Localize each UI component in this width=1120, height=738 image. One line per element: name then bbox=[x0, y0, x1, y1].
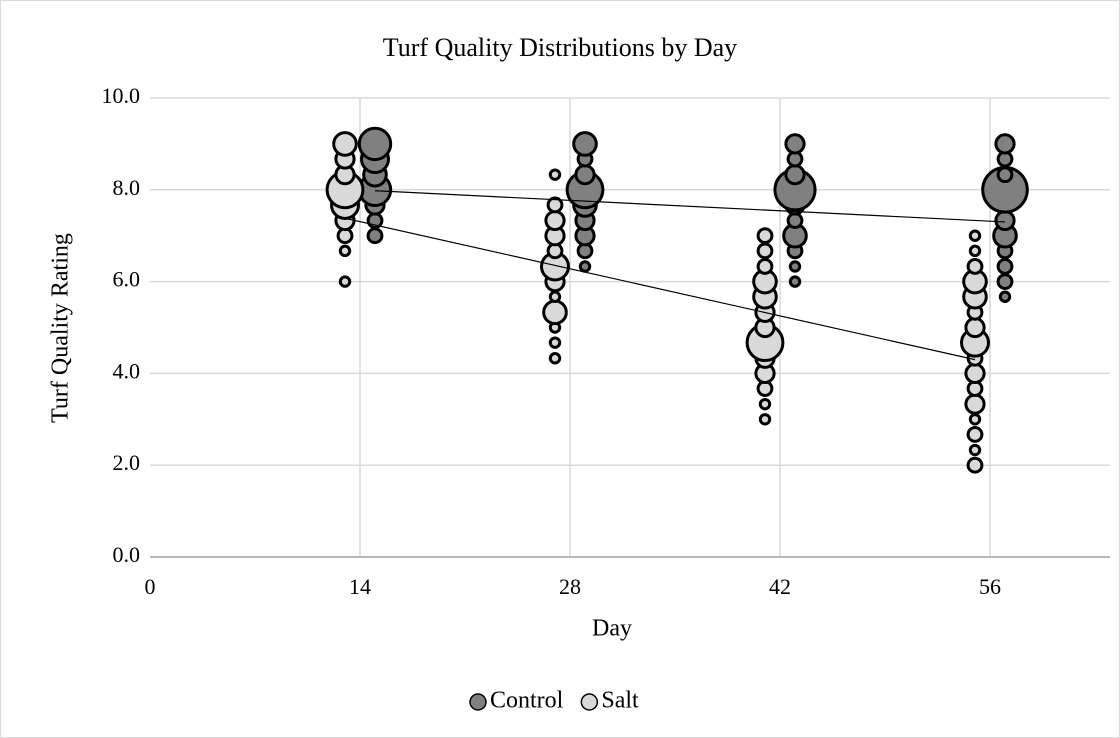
x-axis-title: Day bbox=[592, 616, 632, 642]
bubble bbox=[964, 362, 986, 384]
bubble bbox=[546, 196, 564, 214]
bubble bbox=[968, 443, 982, 457]
x-tick-label: 0 bbox=[145, 574, 156, 599]
bubble bbox=[966, 426, 984, 443]
bubble bbox=[756, 227, 774, 245]
y-tick-label: 8.0 bbox=[113, 175, 141, 200]
bubble bbox=[548, 290, 562, 303]
bubble bbox=[994, 133, 1016, 155]
x-tick-label: 28 bbox=[559, 574, 581, 599]
x-tick-label: 56 bbox=[979, 574, 1001, 599]
bubble bbox=[784, 133, 806, 155]
y-tick-label: 10.0 bbox=[102, 83, 141, 108]
chart-title: Turf Quality Distributions by Day bbox=[383, 33, 737, 62]
y-tick-label: 0.0 bbox=[113, 542, 141, 567]
bubble bbox=[338, 275, 352, 288]
bubble bbox=[998, 290, 1012, 303]
x-tick-label: 14 bbox=[349, 574, 371, 599]
legend-label: Salt bbox=[601, 688, 639, 714]
bubble bbox=[996, 166, 1014, 184]
bubble bbox=[788, 260, 802, 273]
bubble bbox=[542, 299, 568, 326]
y-tick-label: 6.0 bbox=[113, 267, 141, 292]
bubble bbox=[964, 393, 986, 415]
bubble bbox=[366, 227, 384, 245]
bubble bbox=[966, 456, 984, 474]
bubble bbox=[994, 209, 1016, 232]
bubble bbox=[338, 244, 352, 258]
y-tick-label: 4.0 bbox=[113, 358, 141, 383]
bubble bbox=[968, 229, 982, 242]
legend-label: Control bbox=[490, 688, 564, 714]
legend-marker bbox=[580, 693, 599, 711]
bubble bbox=[548, 336, 562, 349]
bubble bbox=[548, 168, 562, 181]
bubble bbox=[357, 126, 393, 162]
bubble bbox=[574, 164, 596, 186]
bubble bbox=[996, 258, 1014, 275]
legend-marker bbox=[469, 693, 487, 711]
y-tick-label: 2.0 bbox=[113, 450, 141, 475]
bubble bbox=[756, 242, 774, 260]
bubble bbox=[964, 316, 986, 339]
bubble bbox=[548, 352, 562, 365]
bubble bbox=[332, 131, 358, 157]
bubble bbox=[968, 244, 982, 258]
bubble bbox=[784, 164, 806, 186]
bubble bbox=[572, 131, 598, 157]
bubble bbox=[758, 413, 772, 426]
bubble bbox=[788, 275, 802, 288]
bubble bbox=[544, 209, 566, 232]
y-axis-title: Turf Quality Rating bbox=[48, 233, 74, 423]
bubble bbox=[756, 258, 774, 275]
bubble bbox=[968, 413, 982, 426]
bubble bbox=[578, 260, 592, 273]
trendline bbox=[374, 190, 1006, 223]
bubble bbox=[996, 273, 1014, 291]
trendline bbox=[344, 217, 976, 361]
bubble bbox=[758, 397, 772, 411]
bubble bbox=[786, 212, 804, 229]
bubble bbox=[966, 258, 984, 275]
x-tick-label: 42 bbox=[769, 574, 791, 599]
